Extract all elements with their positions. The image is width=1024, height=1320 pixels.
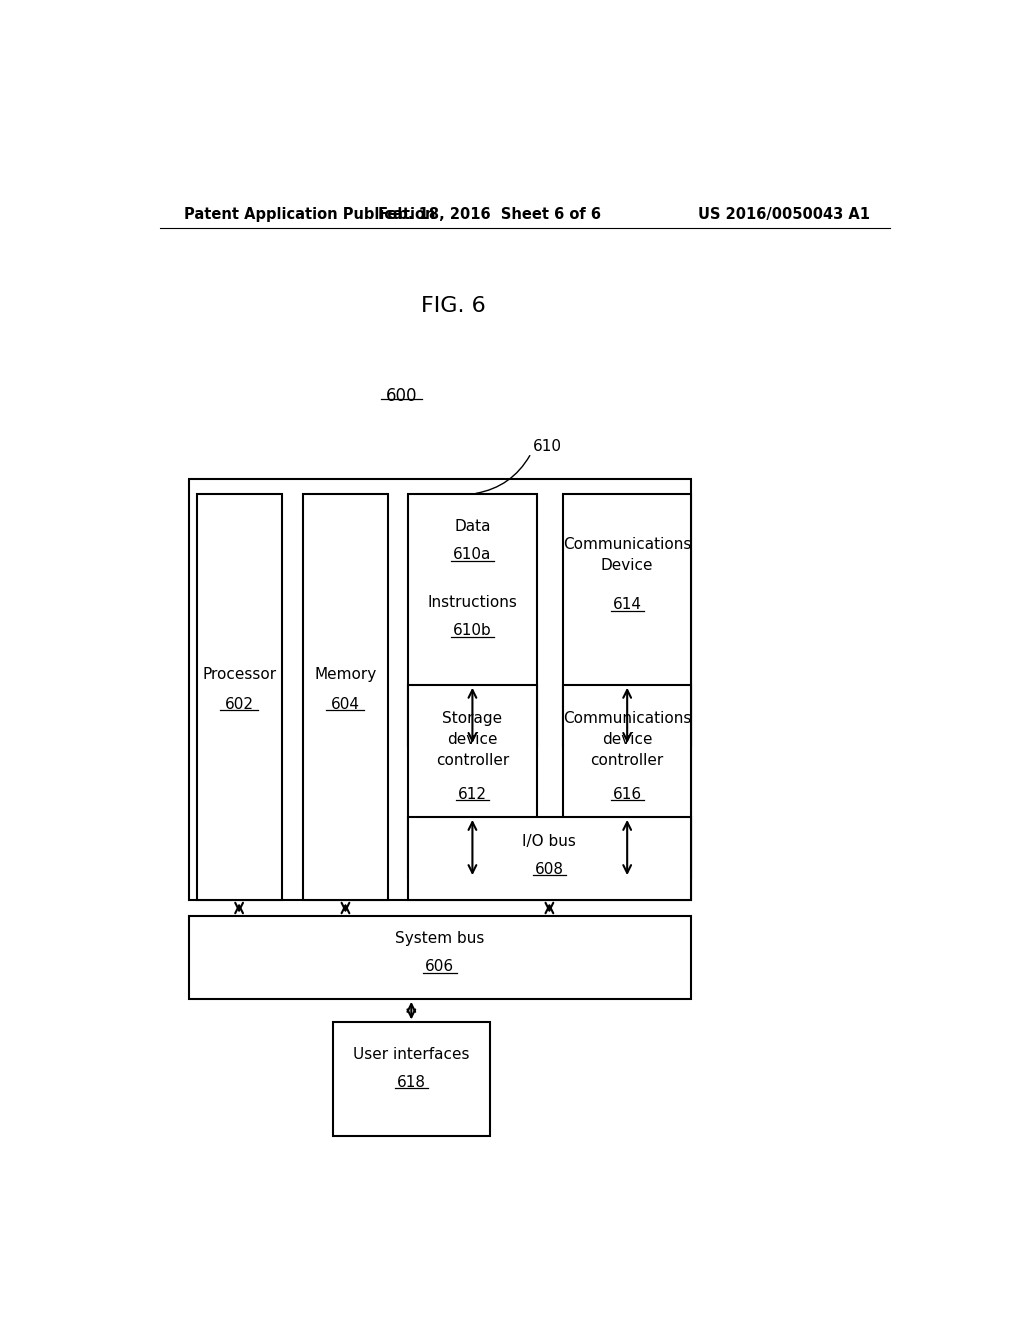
Text: Storage
device
controller: Storage device controller: [436, 711, 509, 768]
Text: Communications
device
controller: Communications device controller: [563, 711, 691, 768]
Text: Patent Application Publication: Patent Application Publication: [183, 207, 435, 222]
Bar: [189, 916, 691, 999]
Text: System bus: System bus: [395, 932, 484, 946]
Text: 616: 616: [612, 787, 642, 801]
Text: 604: 604: [331, 697, 360, 711]
Text: Memory: Memory: [314, 667, 377, 682]
Text: FIG. 6: FIG. 6: [421, 296, 485, 315]
Text: US 2016/0050043 A1: US 2016/0050043 A1: [698, 207, 870, 222]
Text: 610: 610: [532, 438, 562, 454]
Text: 610a: 610a: [454, 546, 492, 562]
Text: Feb. 18, 2016  Sheet 6 of 6: Feb. 18, 2016 Sheet 6 of 6: [378, 207, 601, 222]
Text: Processor: Processor: [202, 667, 276, 682]
Bar: [303, 494, 387, 900]
Text: I/O bus: I/O bus: [522, 834, 577, 849]
Text: User interfaces: User interfaces: [353, 1047, 470, 1063]
Bar: [409, 685, 537, 878]
Text: 610b: 610b: [453, 623, 492, 638]
Text: 602: 602: [224, 697, 254, 711]
FancyArrowPatch shape: [476, 455, 529, 494]
Bar: [189, 479, 691, 900]
Bar: [409, 494, 537, 746]
Text: Data: Data: [455, 519, 490, 533]
Text: 618: 618: [397, 1076, 426, 1090]
Text: 600: 600: [386, 387, 418, 405]
Text: Instructions: Instructions: [427, 595, 517, 610]
Text: 606: 606: [425, 960, 455, 974]
Text: 608: 608: [535, 862, 564, 876]
Bar: [409, 817, 691, 900]
Text: 612: 612: [458, 787, 487, 801]
Bar: [563, 494, 691, 746]
Text: 614: 614: [612, 598, 642, 612]
Bar: [333, 1022, 489, 1137]
Bar: [563, 685, 691, 878]
Text: Communications
Device: Communications Device: [563, 537, 691, 573]
Bar: [197, 494, 282, 900]
